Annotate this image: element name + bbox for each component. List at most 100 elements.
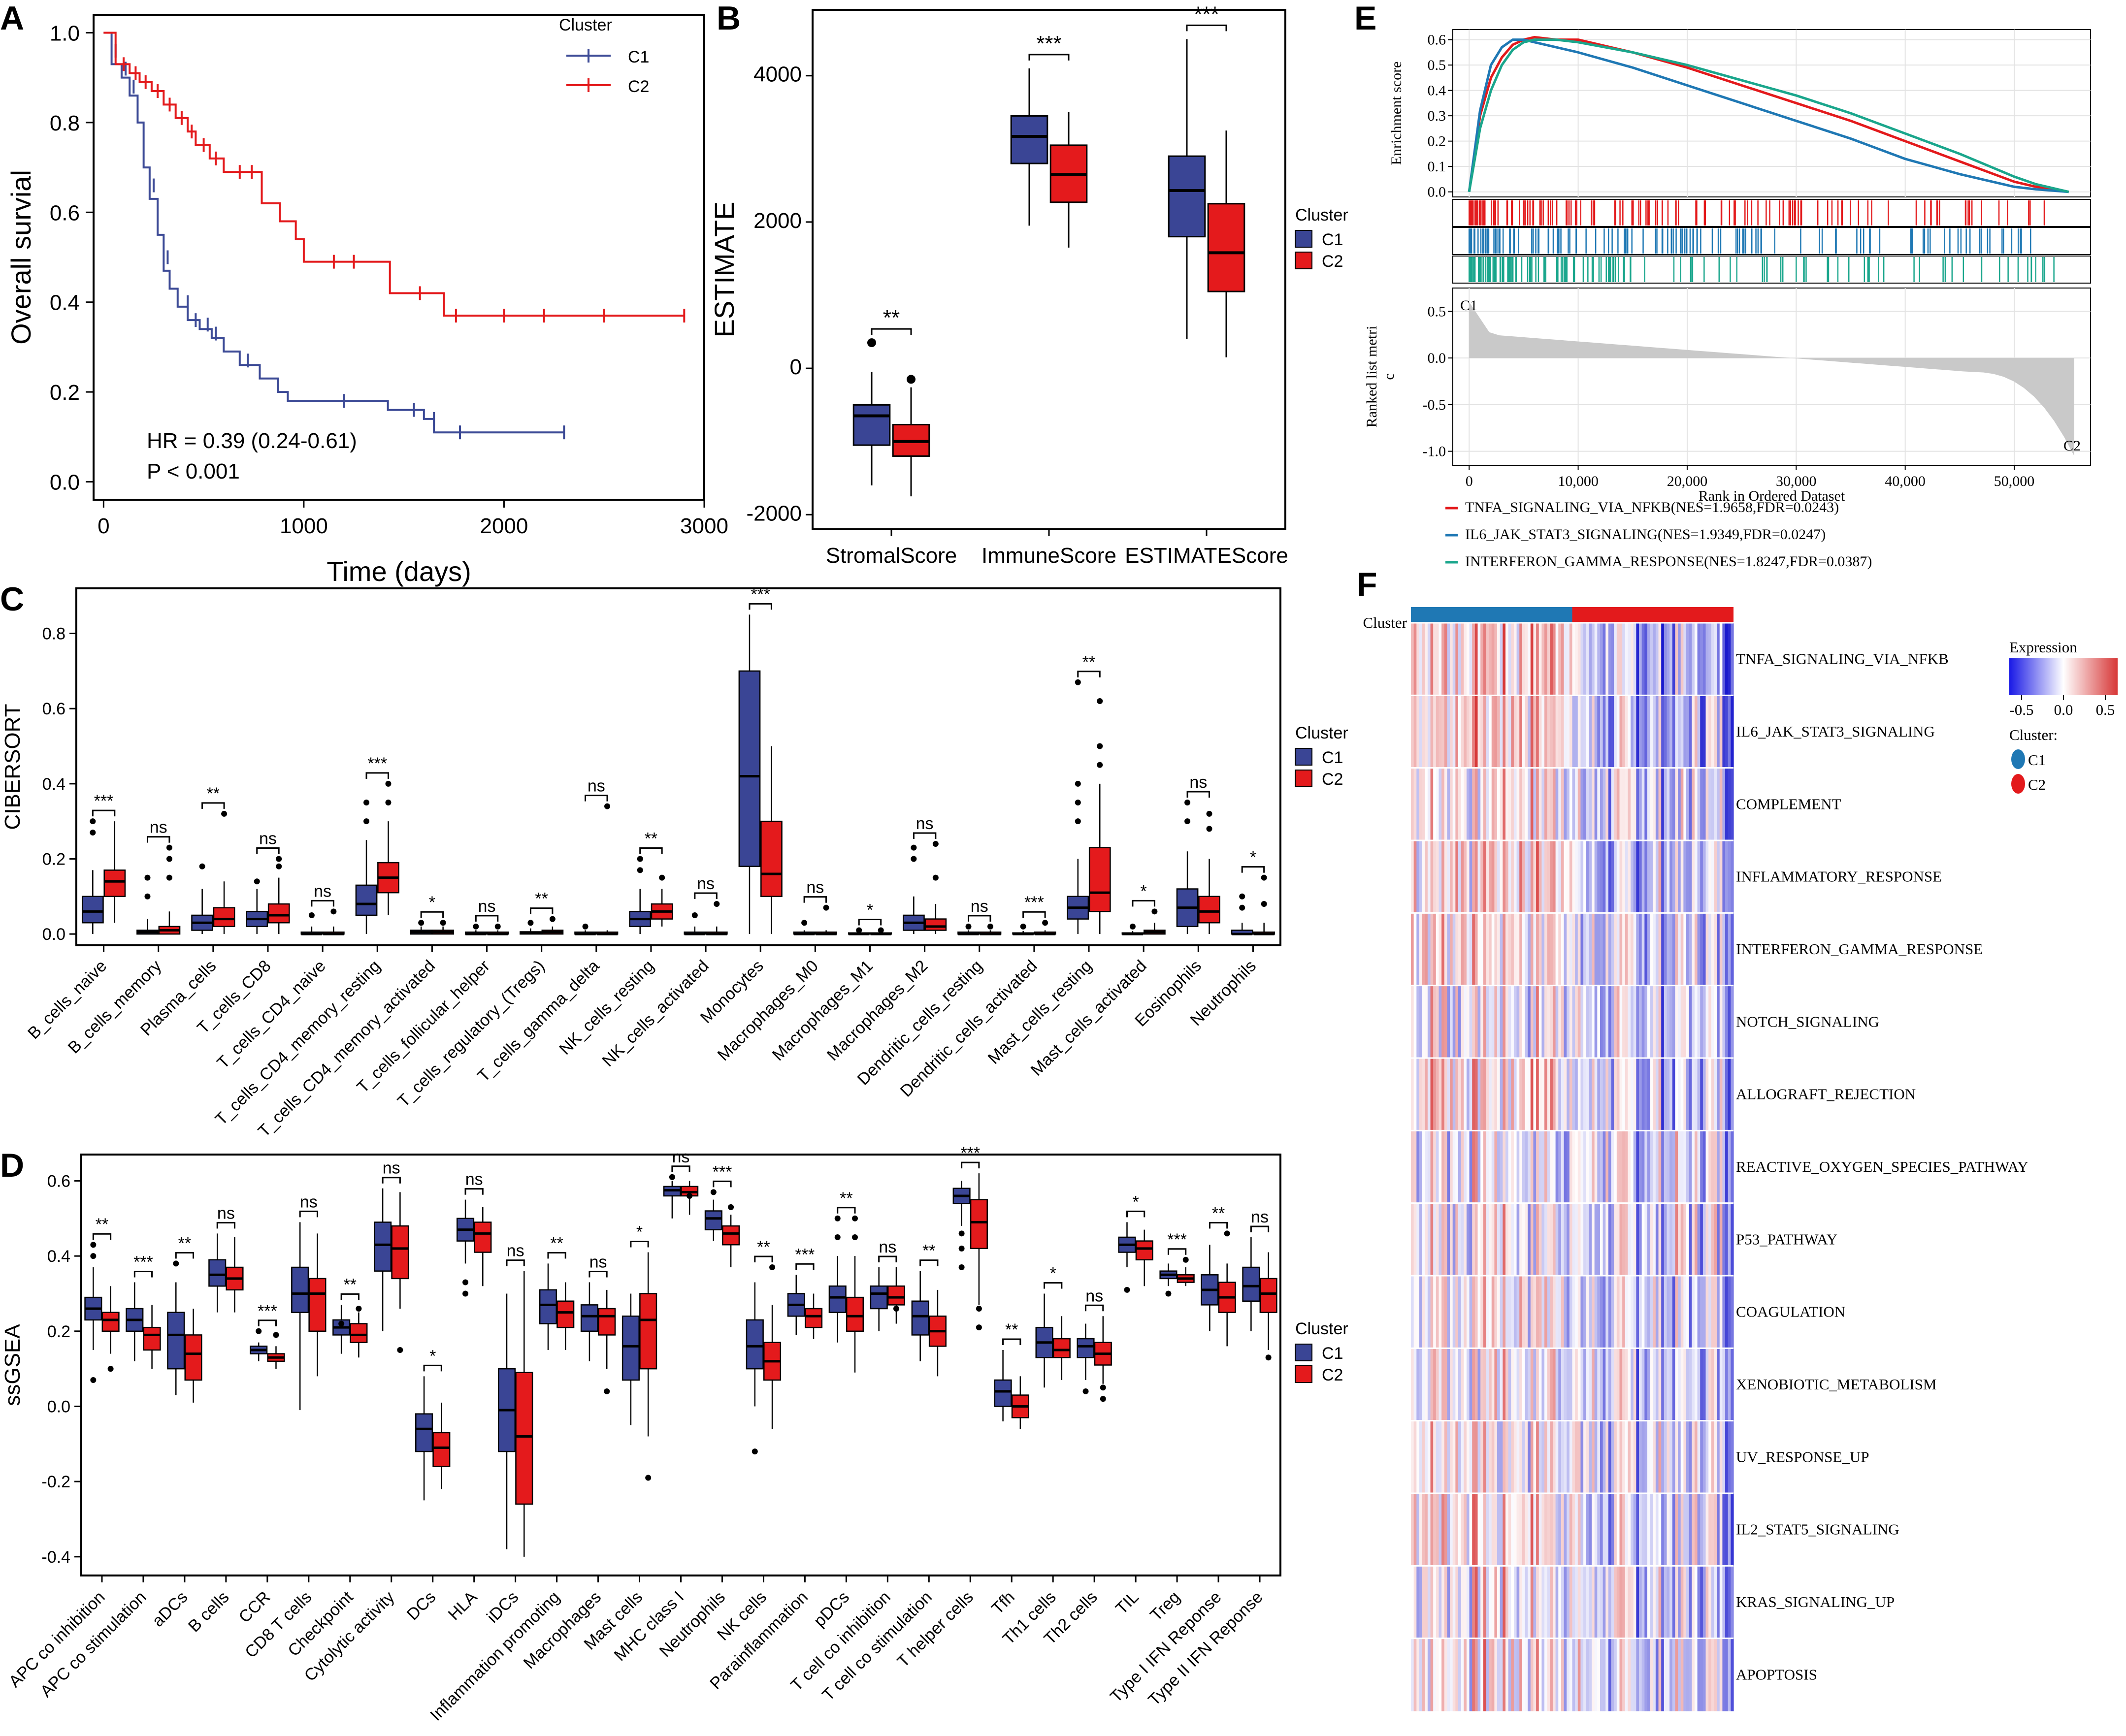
heatmap-cell	[1483, 913, 1487, 986]
box-c2	[1198, 896, 1220, 924]
heatmap-cell	[1683, 1203, 1687, 1276]
heatmap-cell	[1600, 985, 1603, 1059]
heatmap-cell	[1614, 1348, 1617, 1421]
heatmap-cell	[1655, 768, 1659, 841]
heatmap-cell	[1661, 913, 1665, 986]
heatmap-cell	[1689, 1203, 1692, 1276]
outlier-point	[637, 856, 643, 862]
heatmap-cell	[1541, 985, 1545, 1059]
heatmap-cell	[1717, 840, 1720, 913]
heatmap-cell	[1700, 1566, 1703, 1639]
expression-legend-title: Expression	[2009, 639, 2077, 656]
heatmap-cell	[1538, 1203, 1542, 1276]
heatmap-cell	[1441, 1276, 1445, 1349]
heatmap-cell	[1469, 1348, 1472, 1421]
heatmap-cell	[1731, 623, 1734, 696]
y-tick-label: 0.0	[42, 925, 65, 944]
heatmap-cell	[1614, 1638, 1617, 1711]
heatmap-cell	[1594, 1638, 1598, 1711]
y-tick-label: 0.2	[47, 1322, 70, 1341]
heatmap-cell	[1625, 695, 1629, 769]
heatmap-cell	[1411, 840, 1414, 913]
heatmap-cell	[1672, 1058, 1676, 1131]
heatmap-cell	[1497, 695, 1501, 769]
heatmap-cell	[1692, 1566, 1695, 1639]
heatmap-cell	[1513, 623, 1517, 696]
heatmap-cell	[1633, 1203, 1636, 1276]
heatmap-cell	[1466, 840, 1470, 913]
heatmap-cell	[1511, 1420, 1514, 1494]
significance-label: ns	[916, 814, 934, 833]
heatmap-cell	[1505, 913, 1509, 986]
significance-bracket	[1077, 671, 1101, 677]
heatmap-cell	[1714, 985, 1717, 1059]
heatmap-cell	[1519, 1348, 1523, 1421]
heatmap-cell	[1655, 1058, 1659, 1131]
heatmap-cell	[1547, 623, 1550, 696]
y-tick-label: 4000	[753, 63, 802, 87]
x-category-label: B cells	[185, 1588, 233, 1636]
significance-bracket	[1241, 866, 1265, 873]
box-c1	[621, 1316, 640, 1381]
heatmap-cell	[1644, 623, 1648, 696]
heatmap-cell	[1675, 623, 1678, 696]
outlier-point	[144, 893, 151, 900]
box-c1	[828, 1285, 847, 1313]
heatmap-cell	[1622, 913, 1626, 986]
heatmap-cell	[1567, 768, 1570, 841]
heatmap-cell	[1700, 1493, 1703, 1566]
heatmap-cell	[1686, 1638, 1690, 1711]
heatmap-cell	[1717, 913, 1720, 986]
heatmap-cell	[1577, 1058, 1581, 1131]
heatmap-cell	[1433, 913, 1437, 986]
heatmap-cell	[1427, 985, 1431, 1059]
heatmap-cell	[1592, 1058, 1595, 1131]
heatmap-cell	[1678, 840, 1681, 913]
outlier-point	[645, 1475, 652, 1481]
heatmap-cell	[1564, 1276, 1567, 1349]
heatmap-cell	[1552, 1638, 1556, 1711]
heatmap-cell	[1477, 1348, 1481, 1421]
heatmap-cell	[1586, 1348, 1589, 1421]
heatmap-cell	[1411, 1348, 1414, 1421]
heatmap-cell	[1511, 1058, 1514, 1131]
heatmap-cell	[1689, 623, 1692, 696]
x-tick-label: 30,000	[1776, 473, 1817, 489]
heatmap-cell	[1692, 1058, 1695, 1131]
heatmap-cell	[1541, 1566, 1545, 1639]
legend-title: Cluster	[1295, 724, 1348, 742]
heatmap-cell	[1511, 1203, 1514, 1276]
heatmap-cell	[1614, 1276, 1617, 1349]
legend-label: IL6_JAK_STAT3_SIGNALING(NES=1.9349,FDR=0…	[1465, 526, 1826, 543]
heatmap-cell	[1625, 1058, 1629, 1131]
heatmap-cell	[1697, 1203, 1701, 1276]
heatmap-cell	[1555, 985, 1559, 1059]
heatmap-cell	[1536, 985, 1539, 1059]
heatmap-cell	[1592, 1566, 1595, 1639]
heatmap-cell	[1552, 1276, 1556, 1349]
heatmap-cell	[1477, 1638, 1481, 1711]
y-axis-label: ssGSEA	[0, 1324, 25, 1406]
significance-label: ns	[259, 829, 277, 848]
heatmap-cell	[1689, 1348, 1692, 1421]
heatmap-cell	[1717, 1420, 1720, 1494]
heatmap-cell	[1491, 1276, 1495, 1349]
heatmap-cell	[1522, 985, 1526, 1059]
heatmap-cell	[1480, 1420, 1484, 1494]
x-category-label: TIL	[1112, 1588, 1143, 1618]
heatmap-cell	[1544, 1420, 1548, 1494]
heatmap-cell	[1653, 1420, 1656, 1494]
heatmap-cell	[1700, 1638, 1703, 1711]
heatmap-cell	[1622, 695, 1626, 769]
heatmap-cell	[1483, 985, 1487, 1059]
outlier-point	[385, 780, 392, 787]
heatmap-cell	[1669, 1566, 1673, 1639]
heatmap-cell	[1564, 1638, 1567, 1711]
heatmap-cell	[1714, 695, 1717, 769]
heatmap-cell	[1439, 985, 1442, 1059]
outlier-point	[527, 920, 534, 926]
heatmap-cell	[1425, 623, 1428, 696]
heatmap-cell	[1439, 1638, 1442, 1711]
heatmap-cell	[1508, 1058, 1511, 1131]
heatmap-cell	[1658, 1130, 1662, 1204]
